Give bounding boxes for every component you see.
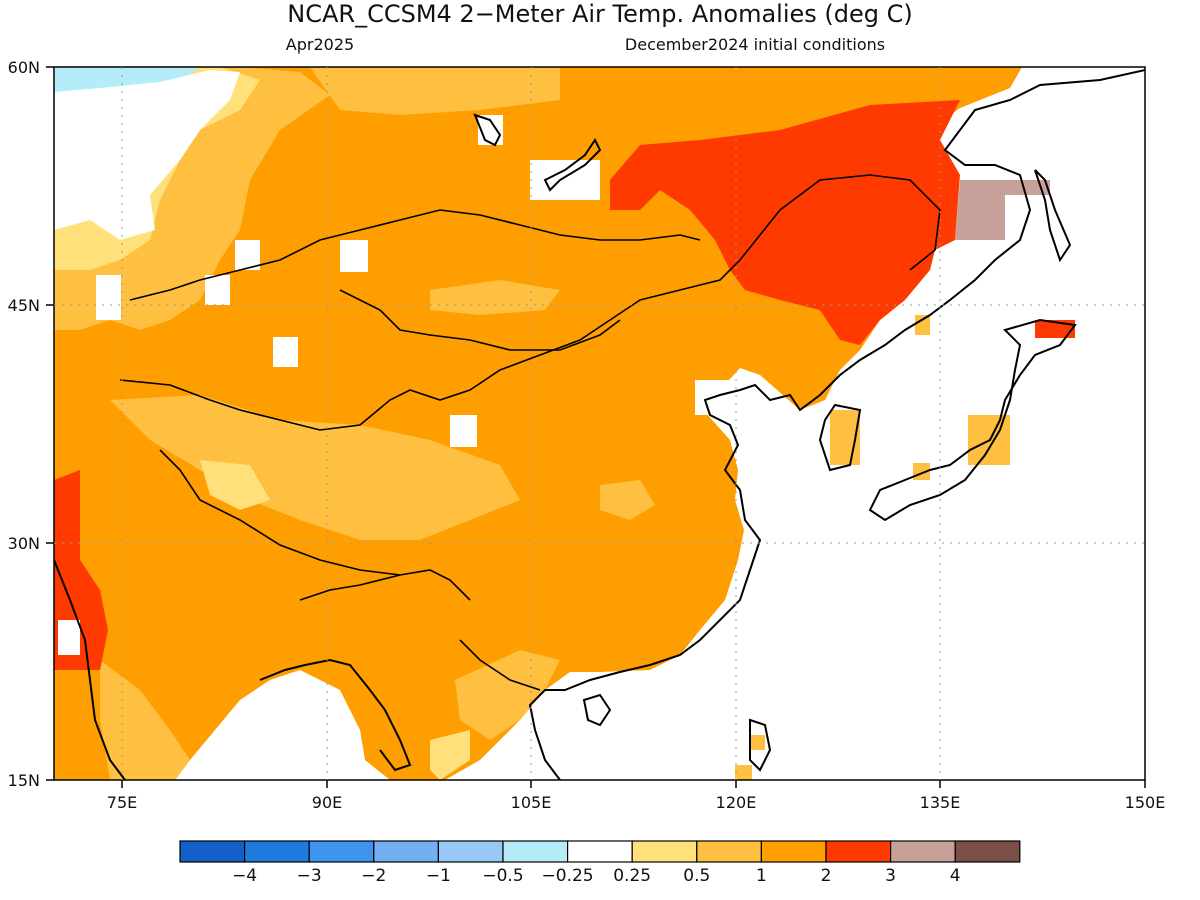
colorbar-label: 2: [821, 866, 832, 886]
mild-patch-india-south: [100, 660, 190, 780]
colorbar-label: 0.25: [613, 866, 651, 886]
lon-label-105e: 105E: [511, 793, 552, 812]
map-frame: [53, 66, 1146, 781]
colorbar-swatch: [437, 840, 504, 863]
colorbar-label: 1: [756, 866, 767, 886]
colorbar-swatch: [760, 840, 827, 863]
init-conditions-label: December2024 initial conditions: [625, 35, 885, 54]
valid-month-label: Apr2025: [286, 35, 354, 54]
lon-label-150e: 150E: [1125, 793, 1166, 812]
lon-label-135e: 135E: [920, 793, 961, 812]
lon-label-75e: 75E: [107, 793, 137, 812]
light-patch-indochina: [430, 730, 470, 780]
colorbar-swatch: [308, 840, 375, 863]
colorbar-swatch: [244, 840, 310, 863]
gridlines: [54, 67, 1145, 780]
mild-patch-indochina: [455, 650, 560, 740]
colorbar-label: −4: [232, 866, 257, 886]
colorbar-label: −1: [426, 866, 451, 886]
colorbar-label: 0.5: [683, 866, 710, 886]
colorbar-swatch: [566, 840, 633, 863]
lat-label-45n: 45N: [8, 296, 40, 315]
colorbar: −4 −3 −2 −1 −0.5 −0.25 0.25 0.5 1 2 3 4: [179, 840, 1021, 886]
colorbar-label: −3: [297, 866, 322, 886]
latitude-labels: 60N 45N 30N 15N: [8, 58, 40, 790]
hot-anomaly-northeast: [610, 100, 960, 345]
axis-ticks: [46, 66, 1146, 788]
colorbar-swatch: [373, 840, 439, 863]
mild-patch-central-china: [600, 480, 655, 520]
colorbar-label: −0.25: [542, 866, 594, 886]
map-title: NCAR_CCSM4 2−Meter Air Temp. Anomalies (…: [287, 0, 912, 28]
lat-label-15n: 15N: [8, 771, 40, 790]
colorbar-label: 4: [950, 866, 961, 886]
longitude-labels: 75E 90E 105E 120E 135E 150E: [107, 793, 1166, 812]
colorbar-swatch: [631, 840, 698, 863]
mild-patch-tibet: [110, 395, 520, 540]
colorbar-swatch: [889, 840, 956, 863]
lat-label-30n: 30N: [8, 534, 40, 553]
colorbar-swatch: [696, 840, 762, 863]
missing-data-cells: [58, 115, 735, 655]
map-area: [54, 67, 1145, 780]
country-borders: [119, 174, 941, 691]
lon-label-120e: 120E: [716, 793, 757, 812]
coastlines-and-borders: [54, 69, 1145, 780]
colorbar-swatch: [954, 840, 1021, 863]
mild-patch-north: [310, 67, 560, 115]
colorbar-swatch: [502, 840, 569, 863]
colorbar-label: −0.5: [482, 866, 523, 886]
mild-patch-mongolia: [430, 280, 560, 315]
lon-label-90e: 90E: [312, 793, 342, 812]
light-patch-tibet: [200, 460, 270, 510]
neutral-patch-northwest: [54, 70, 240, 240]
lat-label-60n: 60N: [8, 58, 40, 77]
colorbar-label: −2: [361, 866, 386, 886]
colorbar-label: 3: [885, 866, 896, 886]
colorbar-swatch: [825, 840, 892, 863]
colorbar-swatch: [179, 840, 246, 863]
cool-anomaly-patch: [54, 67, 200, 92]
